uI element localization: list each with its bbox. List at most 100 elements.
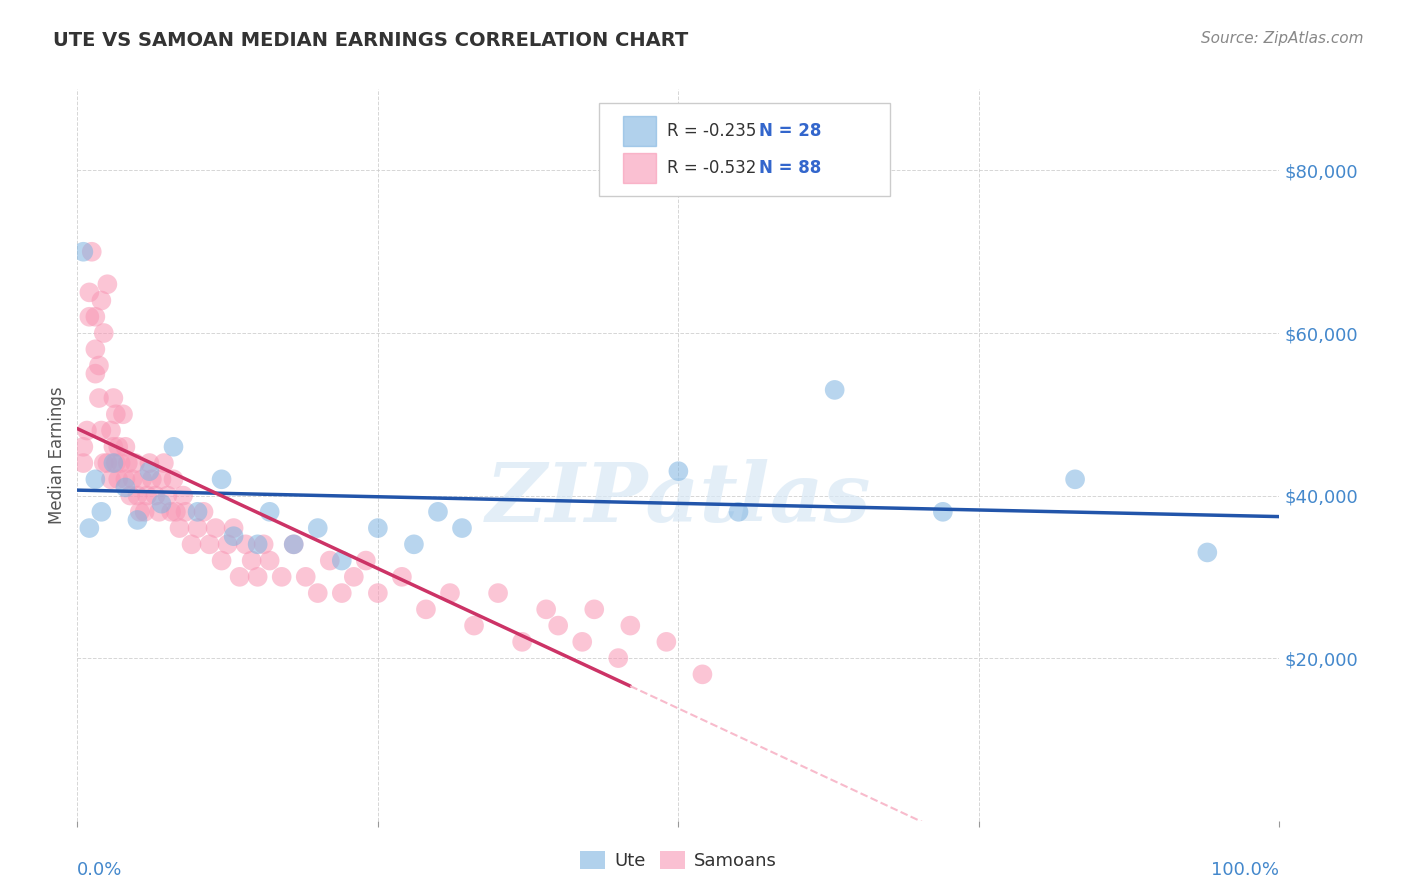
- Point: [90, 424, 112, 438]
- Point: [330, 553, 353, 567]
- Point: [79, 285, 101, 300]
- Text: UTE VS SAMOAN MEDIAN EARNINGS CORRELATION CHART: UTE VS SAMOAN MEDIAN EARNINGS CORRELATIO…: [53, 31, 689, 50]
- Point: [246, 570, 269, 584]
- Point: [79, 521, 101, 535]
- Point: [367, 586, 389, 600]
- Point: [90, 293, 112, 308]
- Point: [72, 244, 94, 259]
- Point: [138, 456, 160, 470]
- Point: [121, 472, 143, 486]
- Point: [246, 537, 269, 551]
- Point: [131, 472, 153, 486]
- Point: [96, 456, 118, 470]
- Point: [114, 440, 136, 454]
- Point: [107, 440, 129, 454]
- Point: [235, 537, 257, 551]
- Text: N = 28: N = 28: [759, 122, 821, 140]
- Point: [463, 618, 485, 632]
- Point: [427, 505, 450, 519]
- Point: [111, 407, 134, 421]
- Point: [120, 489, 142, 503]
- Point: [619, 618, 641, 632]
- Point: [240, 553, 263, 567]
- Point: [160, 505, 183, 519]
- Point: [228, 570, 250, 584]
- Point: [114, 480, 136, 494]
- Point: [391, 570, 413, 584]
- Point: [128, 505, 150, 519]
- Point: [84, 310, 107, 324]
- Point: [80, 244, 103, 259]
- Point: [283, 537, 305, 551]
- Point: [510, 635, 533, 649]
- Point: [174, 505, 197, 519]
- Text: 0.0%: 0.0%: [77, 861, 122, 879]
- Point: [727, 505, 749, 519]
- Point: [451, 521, 474, 535]
- Point: [222, 529, 245, 543]
- Text: 100.0%: 100.0%: [1212, 861, 1279, 879]
- Point: [198, 537, 221, 551]
- Point: [607, 651, 630, 665]
- Point: [211, 553, 233, 567]
- Point: [307, 586, 329, 600]
- Point: [259, 553, 281, 567]
- Point: [283, 537, 305, 551]
- Point: [571, 635, 593, 649]
- Point: [307, 521, 329, 535]
- Point: [110, 456, 132, 470]
- Point: [136, 489, 159, 503]
- Point: [104, 456, 127, 470]
- Point: [103, 456, 125, 470]
- Point: [87, 391, 110, 405]
- Point: [193, 505, 215, 519]
- Point: [1197, 545, 1219, 559]
- Point: [253, 537, 276, 551]
- Text: R = -0.532: R = -0.532: [668, 159, 756, 177]
- Point: [100, 472, 122, 486]
- Point: [84, 472, 107, 486]
- Point: [222, 521, 245, 535]
- Point: [104, 407, 127, 421]
- Point: [270, 570, 292, 584]
- Point: [165, 505, 187, 519]
- Point: [162, 440, 184, 454]
- Point: [547, 618, 569, 632]
- Point: [259, 505, 281, 519]
- Point: [1064, 472, 1087, 486]
- Point: [107, 472, 129, 486]
- Point: [103, 440, 125, 454]
- Point: [169, 521, 191, 535]
- Point: [93, 456, 115, 470]
- Point: [150, 472, 173, 486]
- Point: [72, 440, 94, 454]
- Text: R = -0.235: R = -0.235: [668, 122, 756, 140]
- Point: [90, 505, 112, 519]
- Point: [319, 553, 342, 567]
- Point: [211, 472, 233, 486]
- Point: [294, 570, 316, 584]
- Point: [668, 464, 690, 478]
- Point: [84, 343, 107, 357]
- Point: [72, 456, 94, 470]
- Legend: Ute, Samoans: Ute, Samoans: [572, 844, 785, 878]
- Point: [124, 456, 146, 470]
- Point: [145, 489, 167, 503]
- Point: [204, 521, 226, 535]
- Point: [84, 367, 107, 381]
- Point: [134, 505, 156, 519]
- Point: [354, 553, 377, 567]
- Point: [486, 586, 509, 600]
- Point: [415, 602, 437, 616]
- Point: [127, 513, 149, 527]
- Point: [172, 489, 194, 503]
- Point: [148, 505, 170, 519]
- Point: [103, 391, 125, 405]
- Point: [141, 472, 163, 486]
- Point: [162, 472, 184, 486]
- Point: [114, 472, 136, 486]
- Point: [180, 537, 202, 551]
- Point: [583, 602, 606, 616]
- Point: [150, 497, 173, 511]
- Text: ZIPatlas: ZIPatlas: [485, 458, 872, 539]
